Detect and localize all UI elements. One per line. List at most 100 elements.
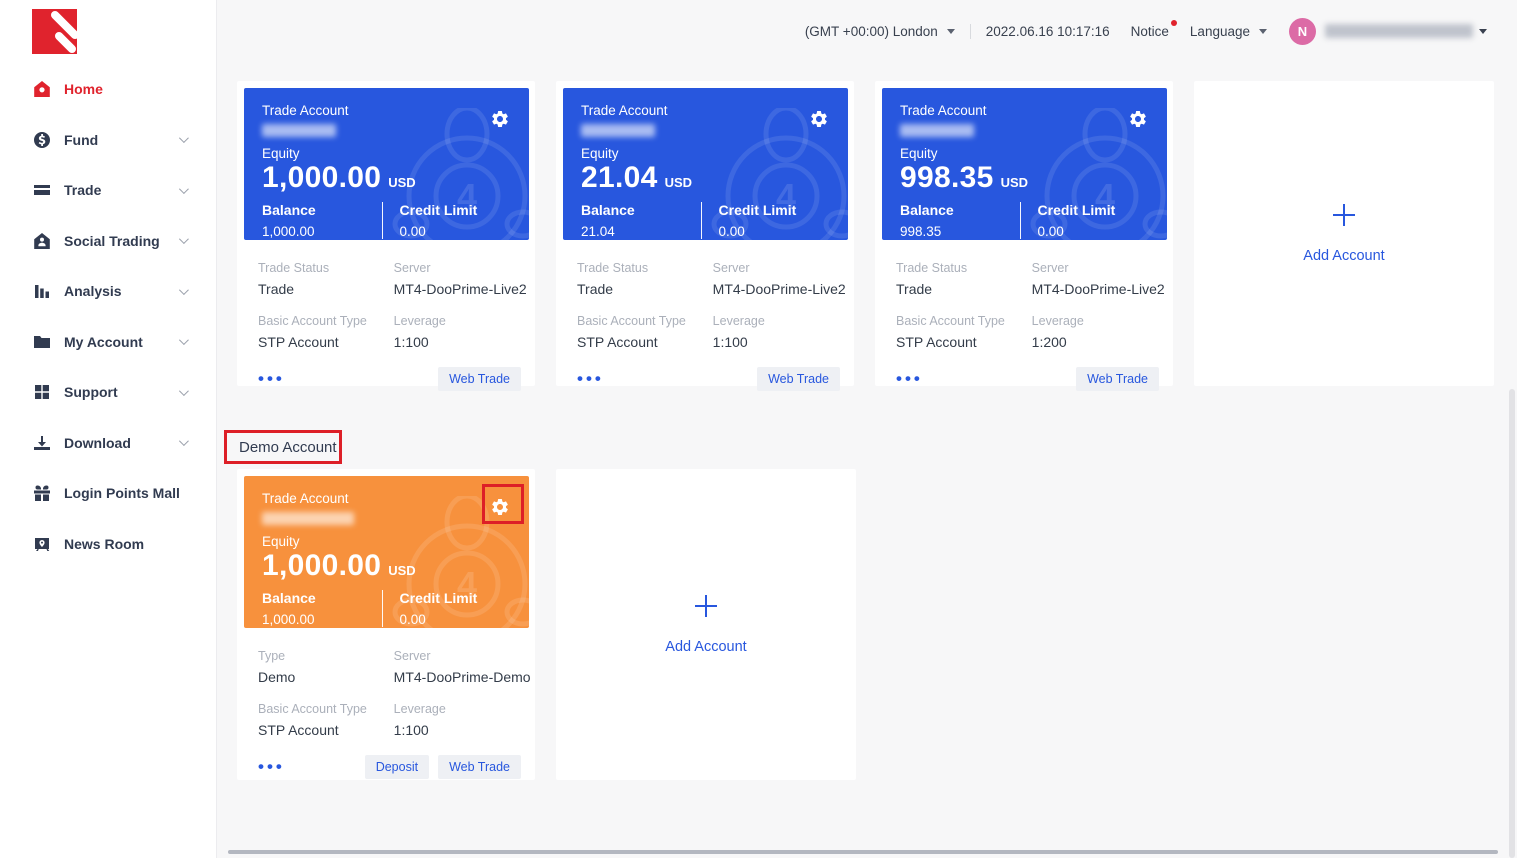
account-card-header: Trade Account Equity 998.35 USD Balance … [882,88,1167,240]
gear-icon[interactable] [490,497,510,522]
chevron-down-icon [178,183,189,194]
account-number-redacted [581,124,655,137]
balance-label: Balance [262,202,316,218]
sidebar-item-social-trading[interactable]: Social Trading [0,216,216,267]
card-title: Trade Account [581,103,668,118]
timezone-selector[interactable]: (GMT +00:00) London [805,24,955,39]
news-room-icon [33,535,51,553]
annotation-gear-highlight [482,484,524,524]
equity-label: Equity [262,534,300,549]
more-actions-button[interactable]: ••• [258,369,285,388]
user-menu[interactable]: N [1289,17,1487,45]
web-trade-button[interactable]: Web Trade [438,367,521,391]
gear-icon[interactable] [490,109,510,134]
analysis-icon [33,282,51,300]
field-label: Trade Status [577,261,649,275]
chevron-down-icon [1259,28,1267,34]
field-value: STP Account [258,722,339,738]
credit-limit-label: Credit Limit [399,202,478,218]
credit-limit-value: 0.00 [718,224,745,239]
field-label: Trade Status [896,261,968,275]
avatar[interactable]: N [1289,17,1316,45]
sidebar-item-label: Home [64,81,103,98]
field-label: Basic Account Type [258,702,367,716]
field-value: STP Account [258,334,339,350]
download-icon [33,434,51,452]
field-value: Trade [577,281,614,297]
web-trade-button[interactable]: Web Trade [757,367,840,391]
deposit-button[interactable]: Deposit [364,755,430,779]
field-label: Leverage [712,314,765,328]
field-label: Basic Account Type [577,314,686,328]
language-selector[interactable]: Language [1190,24,1267,39]
field-value: MT4-DooPrime-Live2 [393,281,527,297]
datetime-display: 2022.06.16 10:17:16 [986,24,1110,39]
sidebar-item-trade[interactable]: Trade [0,165,216,216]
language-label: Language [1189,23,1250,39]
account-card-header: Trade Account Equity 21.04 USD Balance 2… [563,88,848,240]
sidebar-item-label: News Room [64,535,145,552]
field-value: Demo [258,669,296,685]
horizontal-scrollbar[interactable] [228,850,1498,854]
sidebar-item-label: My Account [64,333,143,350]
account-number-redacted [262,124,336,137]
more-actions-button[interactable]: ••• [577,369,604,388]
my-account-icon [33,333,51,351]
chevron-down-icon [946,28,955,34]
balance-value: 1,000.00 [262,224,315,239]
sidebar-item-label: Social Trading [64,232,160,249]
equity-label: Equity [262,146,300,161]
trade-account-card: Trade Account Equity 1,000.00 USD Balanc… [237,81,535,391]
field-value: 1:100 [393,334,429,350]
field-label: Leverage [393,702,446,716]
field-value: MT4-DooPrime-Live2 [712,281,846,297]
more-actions-button[interactable]: ••• [258,757,285,776]
gear-icon[interactable] [809,109,829,134]
more-actions-button[interactable]: ••• [896,369,923,388]
sidebar-item-download[interactable]: Download [0,418,216,469]
chevron-down-icon [1479,28,1487,34]
add-account-card[interactable]: Add Account [556,469,856,780]
chevron-down-icon [178,385,189,396]
currency-label: USD [388,563,416,578]
card-title: Trade Account [262,491,349,506]
sidebar-item-news-room[interactable]: News Room [0,519,216,570]
field-value: 1:200 [1031,334,1067,350]
gear-icon[interactable] [1128,109,1148,134]
equity-value: 998.35 [900,161,994,194]
sidebar-item-home[interactable]: Home [0,64,216,115]
field-label: Server [712,261,750,275]
sidebar-item-support[interactable]: Support [0,367,216,418]
field-label: Server [393,649,431,663]
vertical-scrollbar[interactable] [1509,389,1515,858]
doo-prime-logo[interactable] [32,9,79,54]
sidebar-item-login-points-mall[interactable]: Login Points Mall [0,468,216,519]
equity-label: Equity [581,146,619,161]
social-trading-icon [33,232,51,250]
topbar: (GMT +00:00) London 2022.06.16 10:17:16 … [217,0,1517,62]
credit-limit-value: 0.00 [399,612,426,627]
field-value: Trade [896,281,933,297]
web-trade-button[interactable]: Web Trade [438,755,521,779]
field-label: Type [258,649,286,663]
field-value: MT4-DooPrime-Demo [393,669,531,685]
balance-value: 1,000.00 [262,612,315,627]
sidebar-item-my-account[interactable]: My Account [0,317,216,368]
gift-icon [33,484,51,502]
add-account-card[interactable]: Add Account [1194,81,1494,386]
notice-link[interactable]: Notice [1131,19,1177,39]
sidebar-item-label: Trade [64,182,102,199]
sidebar-item-analysis[interactable]: Analysis [0,266,216,317]
account-card-header: Trade Account Equity 1,000.00 USD Balanc… [244,476,529,628]
sidebar: Home Fund Trade Social Trading [0,0,217,858]
topbar-divider [969,23,971,39]
web-trade-button[interactable]: Web Trade [1076,367,1159,391]
credit-limit-value: 0.00 [1037,224,1064,239]
plus-icon [695,594,717,617]
home-icon [33,80,51,98]
equity-value: 1,000.00 [262,549,382,582]
trade-account-card: Trade Account Equity 21.04 USD Balance 2… [556,81,854,391]
balance-label: Balance [900,202,954,218]
sidebar-item-label: Download [64,434,131,451]
sidebar-item-fund[interactable]: Fund [0,115,216,166]
